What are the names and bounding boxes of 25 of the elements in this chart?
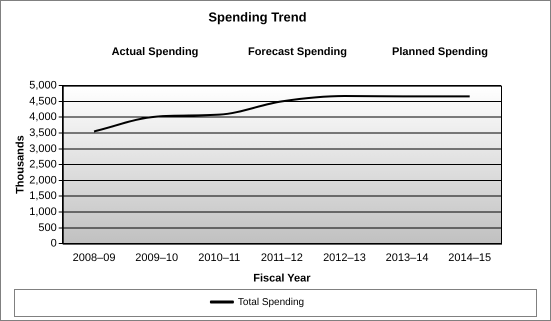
text: Forecast Spending xyxy=(248,46,348,58)
y-axis-title: Thousands xyxy=(14,135,27,194)
x-tick-label: 2014–15 xyxy=(448,252,492,264)
y-tick-label: 0 xyxy=(50,238,57,250)
x-tick-label: 2008–09 xyxy=(72,252,116,264)
y-tick-label: 3,500 xyxy=(29,127,57,140)
x-tick-label: 2009–10 xyxy=(135,252,178,264)
y-tick-label: 1,500 xyxy=(29,190,57,202)
y-tick-label: 4,500 xyxy=(29,95,57,108)
x-axis-title: Fiscal Year xyxy=(253,272,312,284)
y-tick-label: 500 xyxy=(38,222,57,234)
text: Planned Spending xyxy=(392,46,488,58)
y-tick-label: 2,000 xyxy=(29,174,57,186)
legend-label: Total Spending xyxy=(238,296,304,308)
y-tick-label: 5,000 xyxy=(29,80,57,92)
x-tick-label: 2011–12 xyxy=(260,252,303,264)
chart-title: Spending Trend xyxy=(208,9,307,24)
x-tick-label: 2010–11 xyxy=(198,252,240,264)
y-tick-label: 1,000 xyxy=(29,206,57,218)
x-tick-label: 2013–14 xyxy=(386,252,428,264)
y-tick-label: 2,500 xyxy=(29,158,57,171)
y-tick-label: 3,000 xyxy=(29,142,57,155)
x-tick-label: 2012–13 xyxy=(323,252,366,264)
text: Actual Spending xyxy=(112,46,198,58)
y-tick-label: 4,000 xyxy=(29,111,57,124)
